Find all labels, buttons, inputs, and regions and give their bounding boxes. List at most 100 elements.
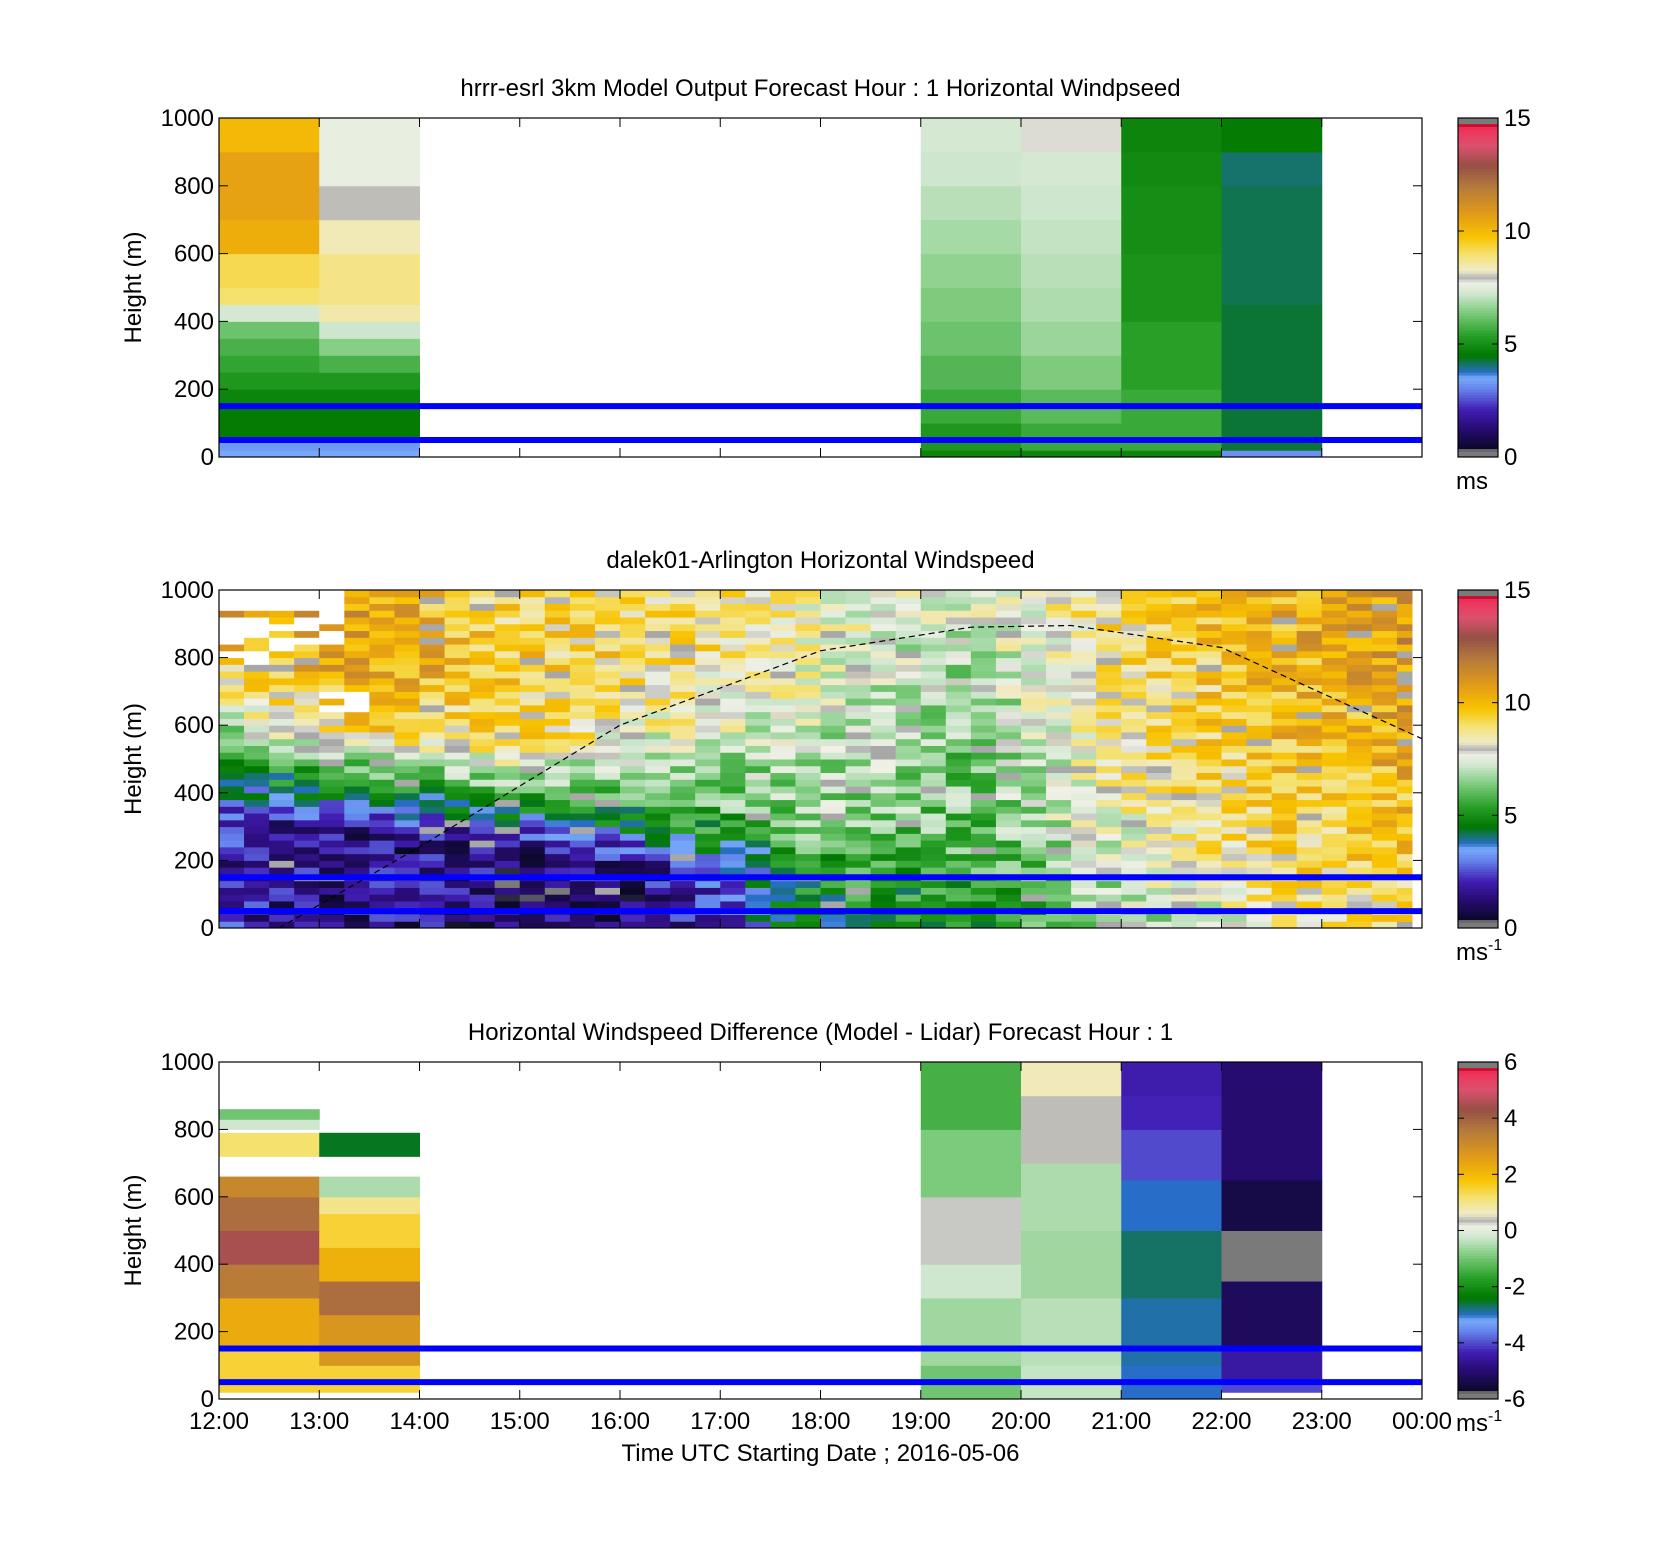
lidar-cell — [945, 610, 972, 618]
lidar-cell — [1171, 806, 1197, 814]
lidar-cell — [895, 894, 922, 902]
lidar-cell — [1321, 840, 1348, 848]
colorbar-swatch — [1458, 146, 1498, 150]
lidar-cell — [269, 867, 295, 875]
colorbar-swatch — [1458, 383, 1498, 387]
lidar-cell — [344, 610, 370, 618]
lidar-cell — [469, 833, 496, 841]
lidar-cell — [870, 833, 897, 841]
lidar-cell — [895, 704, 922, 713]
lidar-cell — [469, 603, 496, 611]
lidar-cell — [519, 813, 546, 821]
lidar-cell — [845, 617, 872, 625]
colorbar-swatch — [1458, 1132, 1498, 1136]
colorbar-swatch — [1458, 1095, 1498, 1100]
lidar-cell — [444, 786, 471, 794]
lidar-cell — [995, 684, 1022, 692]
lidar-cell — [920, 704, 947, 713]
lidar-cell — [720, 900, 746, 909]
lidar-cell — [745, 806, 771, 814]
lidar-cell — [845, 711, 872, 719]
lidar-cell — [1021, 718, 1047, 726]
lidar-cell — [269, 731, 295, 740]
heatmap-cell-2-2 — [920, 1264, 1022, 1299]
lidar-cell — [369, 637, 395, 645]
lidar-cell — [795, 623, 821, 632]
lidar-cell — [1171, 819, 1197, 828]
lidar-cell — [519, 860, 546, 868]
lidar-cell — [745, 623, 771, 632]
lidar-cell — [895, 921, 922, 929]
lidar-cell — [745, 894, 771, 902]
lidar-cell — [469, 921, 496, 929]
lidar-cell — [895, 806, 922, 814]
lidar-cell — [244, 759, 270, 767]
lidar-cell — [995, 610, 1022, 618]
lidar-cell — [720, 718, 746, 726]
lidar-cell — [519, 725, 546, 733]
colorbar-swatch — [1458, 375, 1498, 379]
lidar-cell — [745, 765, 771, 774]
heatmap-cell-4-2 — [1121, 1230, 1222, 1299]
lidar-cell — [745, 590, 771, 598]
lidar-cell — [870, 819, 897, 828]
lidar-cell — [920, 725, 947, 733]
lidar-cell — [519, 786, 546, 794]
lidar-cell — [1371, 731, 1398, 740]
lidar-cell — [945, 630, 972, 638]
lidar-cell — [494, 664, 521, 672]
lidar-cell — [745, 718, 771, 726]
lidar-cell — [770, 921, 796, 929]
lidar-cell — [219, 792, 245, 801]
lidar-cell — [394, 603, 420, 611]
lidar-cell — [870, 684, 897, 692]
lidar-cell — [695, 894, 721, 902]
lidar-cell — [544, 630, 571, 638]
lidar-cell — [920, 596, 947, 605]
lidar-cell — [1246, 596, 1273, 605]
lidar-cell — [1271, 792, 1298, 801]
lidar-cell — [1221, 677, 1248, 686]
lidar-cell — [369, 657, 395, 665]
lidar-cell — [1121, 894, 1147, 902]
colorbar-swatch — [1458, 273, 1498, 277]
lidar-cell — [845, 698, 872, 706]
lidar-cell — [219, 772, 245, 780]
lidar-cell — [1321, 887, 1348, 895]
lidar-cell — [319, 704, 345, 713]
lidar-cell — [1046, 725, 1072, 733]
lidar-cell — [795, 603, 821, 611]
lidar-cell — [594, 833, 621, 841]
lidar-cell — [444, 900, 471, 909]
heatmap-cell-2-10 — [920, 118, 1022, 153]
lidar-cell — [1021, 745, 1047, 753]
lidar-cell — [1146, 833, 1172, 841]
lidar-cell — [219, 664, 245, 672]
lidar-cell — [1071, 657, 1097, 665]
lidar-cell — [620, 677, 646, 686]
lidar-cell — [770, 779, 796, 787]
lidar-cell — [569, 738, 596, 746]
lidar-cell — [1096, 779, 1122, 787]
lidar-cell — [695, 759, 721, 767]
lidar-cell — [444, 779, 471, 787]
lidar-cell — [1246, 623, 1273, 632]
colorbar-swatch — [1458, 324, 1498, 328]
lidar-cell — [1246, 779, 1273, 787]
lidar-cell — [1146, 623, 1172, 632]
lidar-cell — [695, 792, 721, 801]
lidar-cell — [970, 644, 997, 652]
lidar-cell — [995, 745, 1022, 753]
lidar-cell — [1071, 610, 1097, 618]
colorbar-swatch — [1458, 341, 1498, 345]
lidar-cell — [670, 704, 696, 713]
lidar-cell — [1321, 752, 1348, 760]
lidar-cell — [945, 900, 972, 909]
lidar-cell — [1271, 630, 1298, 638]
lidar-cell — [469, 894, 496, 902]
colorbar-swatch — [1458, 160, 1498, 164]
lidar-cell — [469, 887, 496, 895]
lidar-cell — [1096, 718, 1122, 726]
lidar-cell — [569, 664, 596, 672]
lidar-cell — [770, 684, 796, 692]
